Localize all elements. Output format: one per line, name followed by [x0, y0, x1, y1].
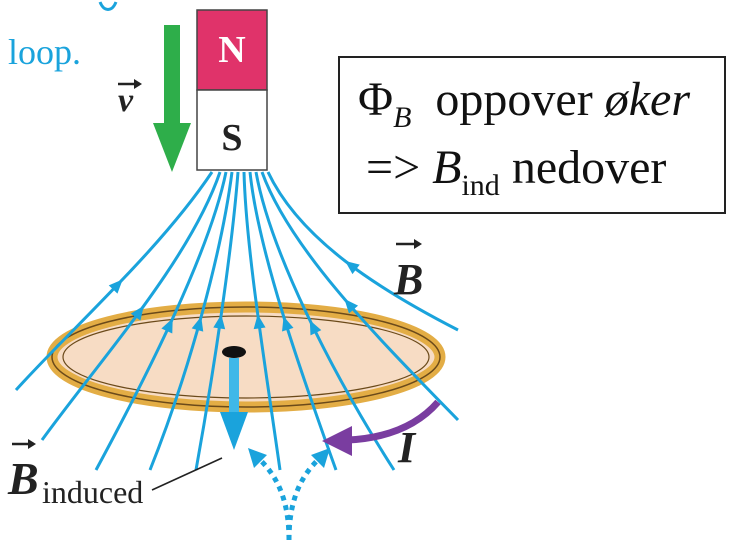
flux-subscript: B [393, 101, 412, 134]
svg-text:v: v [118, 82, 134, 119]
induced-field-label: B induced [7, 439, 223, 510]
conducting-loop [46, 301, 446, 413]
induced-field-arrow [220, 346, 248, 450]
field-line-arrowhead [161, 318, 173, 334]
field-line-arrowhead [344, 298, 359, 314]
induced-direction: nedover [511, 141, 667, 194]
field-line-arrowhead [344, 260, 360, 275]
svg-text:B: B [393, 255, 423, 304]
induced-field-lines-dotted [256, 456, 322, 541]
south-pole-label: S [221, 117, 242, 159]
bar-magnet: N S [196, 9, 268, 171]
field-line [148, 171, 234, 471]
south-pole [196, 89, 268, 171]
field-line [94, 171, 228, 471]
magnetic-field-lines [14, 171, 460, 471]
field-line [254, 171, 396, 471]
field-line-arrowhead [309, 320, 322, 336]
annotation-induced-line: => Bind nedover [366, 144, 666, 201]
svg-text:induced: induced [42, 474, 143, 510]
field-line-arrowhead [213, 314, 226, 330]
field-line [242, 171, 282, 471]
north-pole-label: N [218, 29, 245, 71]
current-arrow [322, 399, 441, 456]
field-label: B [393, 239, 423, 304]
induced-symbol: B [432, 141, 462, 194]
svg-text:B: B [7, 453, 39, 504]
velocity-label: v [118, 79, 142, 119]
flux-change: øker [604, 73, 691, 126]
field-line-arrowhead [130, 305, 144, 321]
annotation-box: ΦB oppover øker => Bind nedover [338, 56, 726, 214]
caption-fragment: loop. [8, 32, 81, 72]
induced-field-heads [248, 448, 330, 468]
field-line [248, 171, 338, 471]
field-line [194, 171, 240, 471]
north-pole [196, 9, 268, 91]
field-line-arrowhead [191, 316, 204, 332]
caption-cropped-glyph [98, 1, 118, 11]
annotation-flux-line: ΦB oppover øker [358, 76, 690, 133]
implies-arrow: => [366, 141, 421, 194]
flux-symbol: Φ [358, 73, 394, 126]
induced-subscript: ind [461, 169, 500, 202]
flux-text: oppover [435, 73, 593, 126]
current-label: I [397, 423, 417, 472]
field-line-arrowhead [282, 316, 294, 332]
velocity-arrow [153, 25, 191, 172]
field-line-arrowhead [253, 314, 266, 330]
field-line-arrowhead [108, 279, 123, 294]
field-line [260, 171, 460, 422]
